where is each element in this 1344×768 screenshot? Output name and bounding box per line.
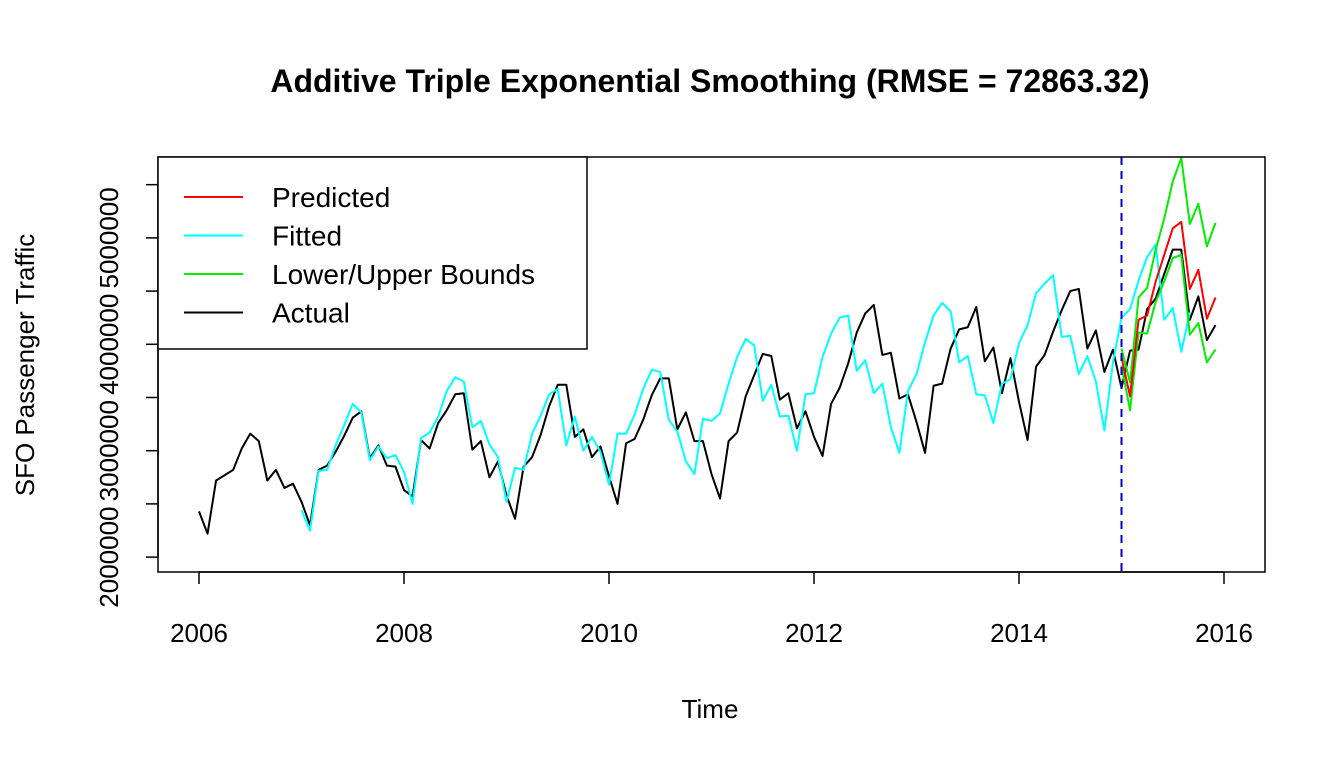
legend: Predicted Fitted Lower/Upper Bounds Actual (157, 156, 588, 350)
x-tick-label: 2014 (990, 618, 1048, 648)
plot-frame (157, 156, 1266, 573)
legend-box (157, 156, 588, 350)
legend-label: Actual (272, 298, 350, 329)
x-axis-label: Time (682, 694, 739, 724)
y-axis: 2000000 3000000 4000000 5000000 (94, 183, 159, 608)
legend-label: Lower/Upper Bounds (272, 259, 535, 290)
x-tick-label: 2006 (170, 618, 228, 648)
y-tick-label: 4000000 (94, 294, 124, 395)
chart-title: Additive Triple Exponential Smoothing (R… (270, 63, 1149, 99)
series-layer (198, 157, 1217, 572)
x-tick-label: 2012 (785, 618, 843, 648)
legend-label: Predicted (272, 182, 390, 213)
series-lower-bound (1120, 253, 1217, 412)
x-tick-label: 2010 (580, 618, 638, 648)
series-predicted (1120, 220, 1217, 398)
y-axis-label: SFO Passenger Traffic (10, 234, 40, 497)
x-tick-label: 2008 (375, 618, 433, 648)
y-tick-label: 3000000 (94, 400, 124, 501)
x-tick-label: 2016 (1195, 618, 1253, 648)
legend-label: Fitted (272, 221, 342, 252)
series-fitted (300, 243, 1191, 532)
y-tick-label: 2000000 (94, 506, 124, 607)
x-axis: 2006 2008 2010 2012 2014 2016 (170, 571, 1253, 648)
y-tick-label: 5000000 (94, 187, 124, 288)
series-upper-bound (1120, 157, 1217, 384)
